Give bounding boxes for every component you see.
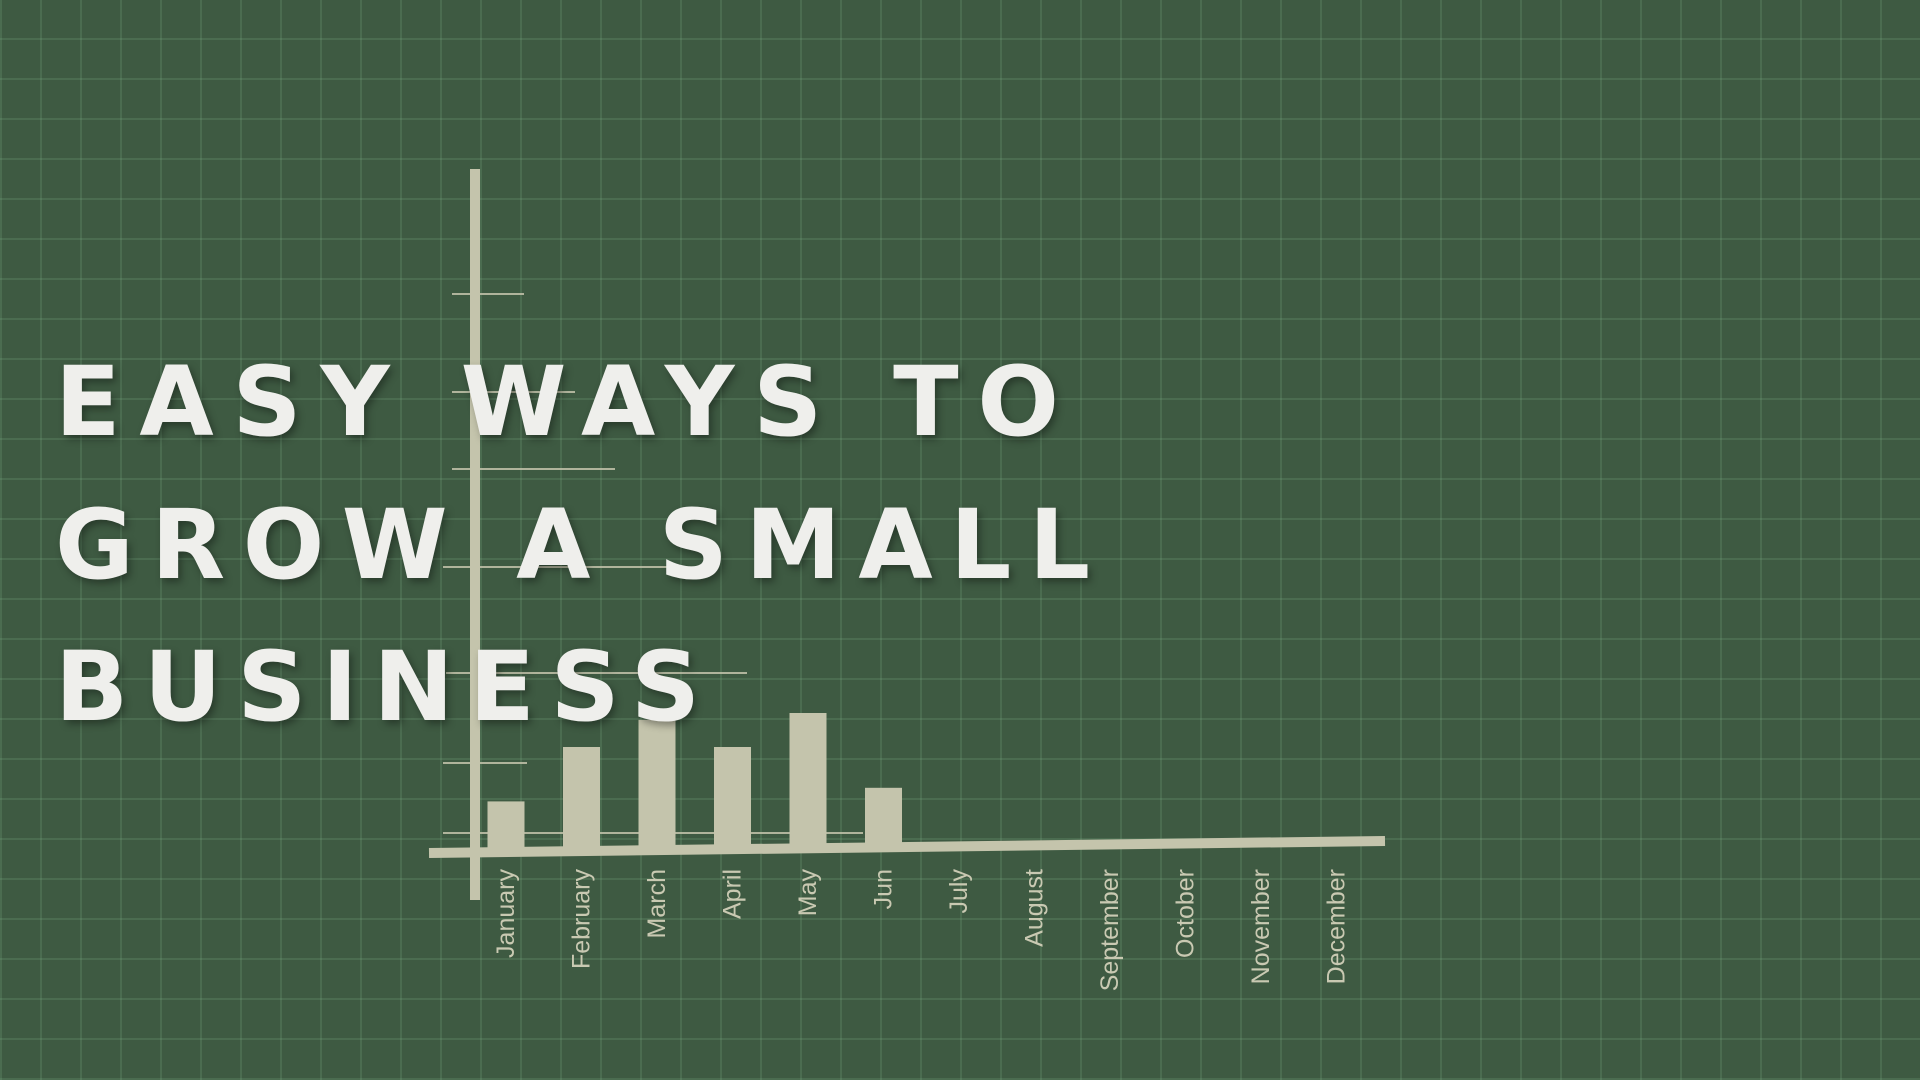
- title-line: GROW A SMALL: [55, 489, 1090, 601]
- title-line: BUSINESS: [55, 631, 700, 743]
- category-labels: January February March April May Jun July Augus…: [492, 869, 1351, 992]
- x-tick-label: February: [568, 869, 596, 970]
- x-tick-label: April: [719, 869, 747, 919]
- bars: [487, 713, 902, 849]
- bar: [714, 747, 751, 849]
- x-tick-label: May: [794, 869, 822, 917]
- x-tick-label: March: [643, 869, 671, 938]
- title-line: EASY WAYS TO: [55, 346, 1059, 458]
- x-tick-label: January: [492, 869, 520, 958]
- x-tick-label: August: [1021, 869, 1049, 947]
- x-tick-label: July: [945, 869, 973, 914]
- x-tick-label: Jun: [870, 869, 898, 909]
- bar: [563, 747, 600, 849]
- x-tick-label: December: [1323, 869, 1351, 984]
- bar: [487, 801, 525, 849]
- bar: [638, 719, 676, 849]
- x-tick-label: October: [1172, 869, 1200, 958]
- x-tick-label: September: [1096, 869, 1124, 991]
- x-axis: [428, 836, 1386, 858]
- bar: [865, 787, 902, 849]
- x-tick-label: November: [1247, 869, 1275, 984]
- bar: [789, 713, 827, 849]
